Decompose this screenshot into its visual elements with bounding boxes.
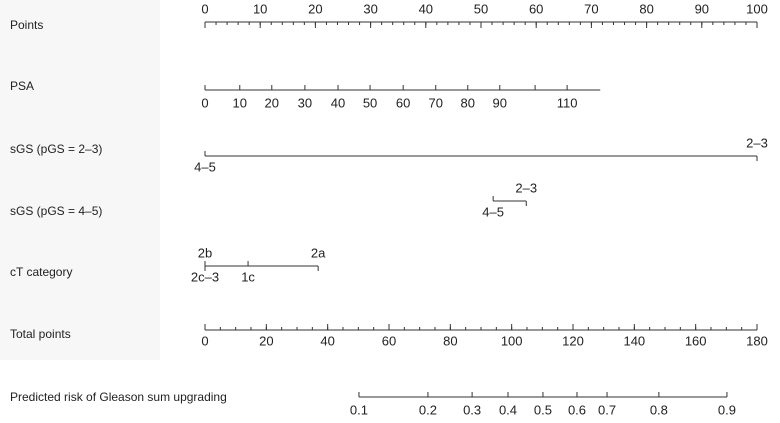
tick-label: 140	[623, 333, 645, 348]
tick-label: 10	[233, 95, 247, 110]
tick-label: 20	[259, 333, 273, 348]
tick-label: 10	[253, 1, 267, 16]
tick-label: 180	[746, 333, 768, 348]
tick-label: 40	[320, 333, 334, 348]
tick-label: 0	[201, 1, 208, 16]
row-label: sGS (pGS = 2–3)	[10, 142, 102, 156]
tick-label: 0.7	[598, 402, 616, 417]
tick-label: 30	[363, 1, 377, 16]
tick-label: 2a	[311, 245, 326, 260]
tick-label: 70	[429, 95, 443, 110]
tick-label: 70	[584, 1, 598, 16]
tick-label: 4–5	[194, 159, 216, 174]
tick-label: 60	[382, 333, 396, 348]
tick-label: 100	[746, 1, 768, 16]
tick-label: 80	[461, 95, 475, 110]
tick-label: 60	[396, 95, 410, 110]
tick-label: 90	[493, 95, 507, 110]
tick-label: 1c	[241, 269, 255, 284]
row-label: Predicted risk of Gleason sum upgrading	[10, 390, 227, 404]
row-label: Total points	[10, 327, 71, 341]
tick-label: 40	[331, 95, 345, 110]
tick-label: 2c–3	[191, 269, 219, 284]
tick-label: 0.9	[718, 402, 736, 417]
row-label: sGS (pGS = 4–5)	[10, 204, 102, 218]
row-label: Points	[10, 18, 43, 32]
tick-label: 110	[557, 95, 578, 110]
tick-label: 20	[265, 95, 279, 110]
tick-label: 0.2	[419, 402, 437, 417]
tick-label: 160	[685, 333, 707, 348]
tick-label: 0	[201, 333, 208, 348]
tick-label: 50	[363, 95, 377, 110]
tick-label: 0.4	[499, 402, 517, 417]
tick-label: 50	[474, 1, 488, 16]
label-panel	[0, 0, 160, 360]
tick-label: 20	[308, 1, 322, 16]
tick-label: 0.3	[463, 402, 481, 417]
tick-label: 60	[529, 1, 543, 16]
tick-label: 2–3	[746, 135, 768, 150]
tick-label: 120	[562, 333, 584, 348]
tick-label: 0	[201, 95, 208, 110]
tick-label: 0.8	[650, 402, 668, 417]
tick-label: 2–3	[515, 180, 537, 195]
tick-label: 100	[501, 333, 523, 348]
tick-label: 0.1	[350, 402, 368, 417]
row-label: cT category	[10, 265, 72, 279]
row-label: PSA	[10, 79, 34, 93]
tick-label: 40	[419, 1, 433, 16]
tick-label: 0.6	[568, 402, 586, 417]
tick-label: 30	[298, 95, 312, 110]
tick-label: 2b	[198, 245, 212, 260]
tick-label: 4–5	[482, 204, 504, 219]
tick-label: 90	[695, 1, 709, 16]
tick-label: 80	[443, 333, 457, 348]
tick-label: 80	[639, 1, 653, 16]
tick-label: 0.5	[534, 402, 552, 417]
